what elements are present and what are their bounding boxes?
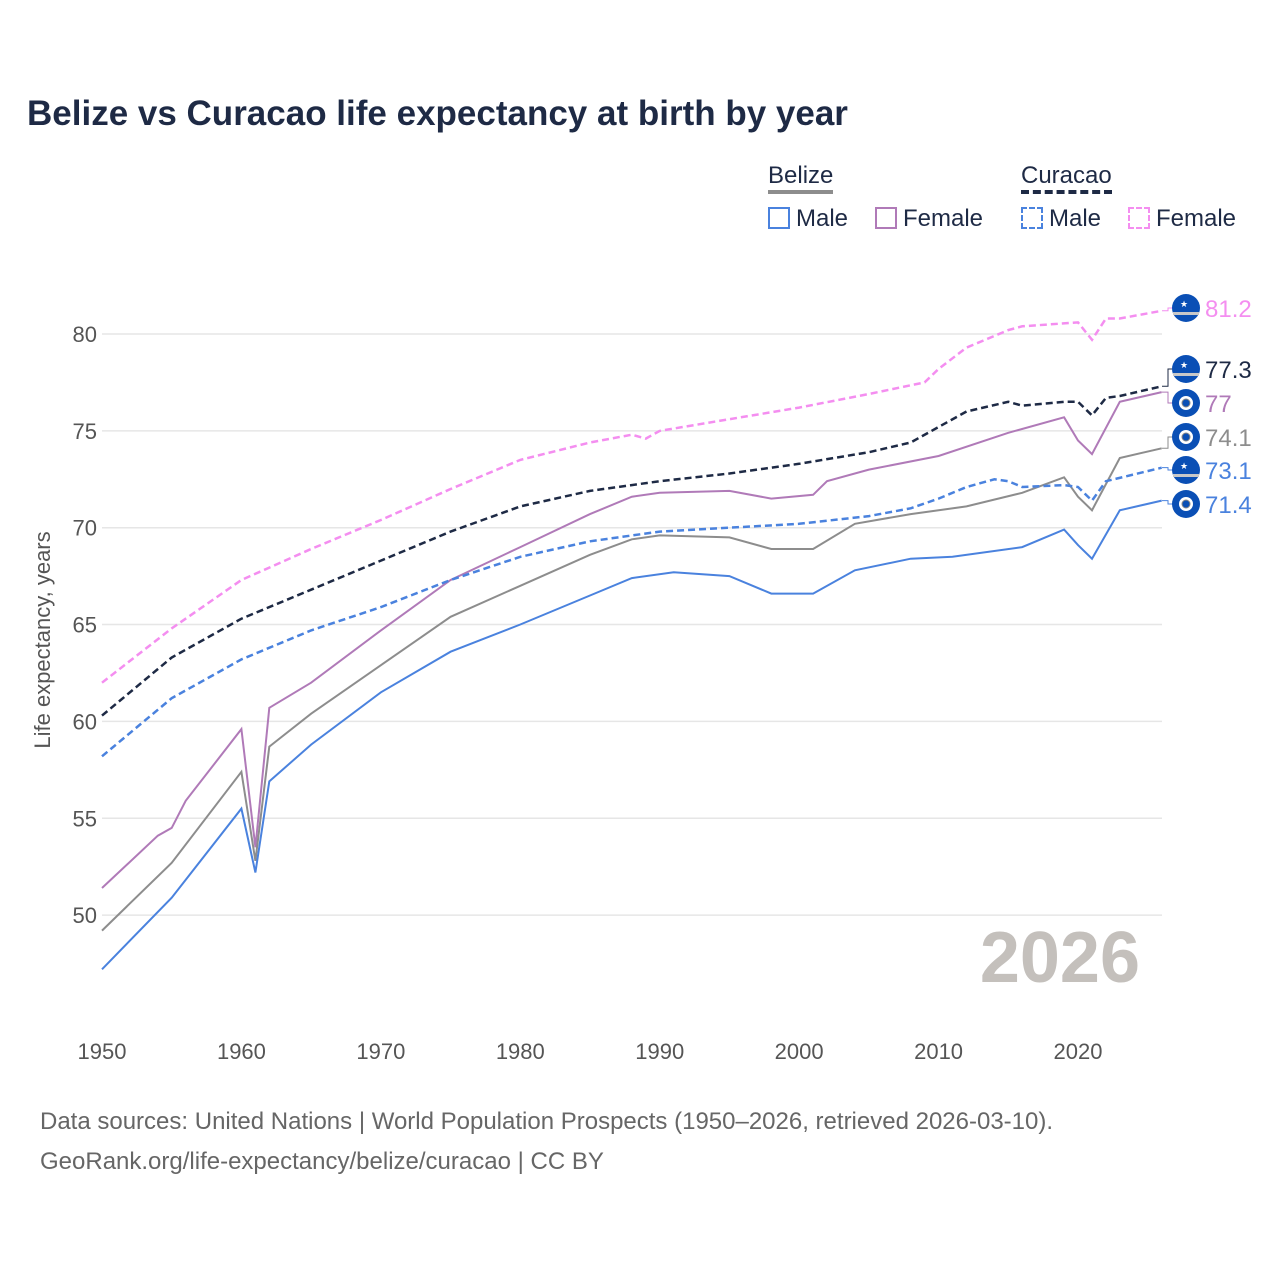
y-axis-label: Life expectancy, years <box>30 531 55 748</box>
x-tick-label: 2000 <box>775 1039 824 1064</box>
y-tick-label: 70 <box>73 516 97 541</box>
series-line-belize-male <box>101 499 1162 970</box>
legend-belize-male[interactable]: Male <box>768 205 848 233</box>
legend-label: Male <box>796 205 849 232</box>
series-line-belize <box>101 447 1162 932</box>
leader-line <box>1162 467 1174 471</box>
x-tick-label: 1960 <box>217 1039 266 1064</box>
y-tick-label: 65 <box>73 613 97 638</box>
x-tick-label: 1990 <box>635 1039 684 1064</box>
curacao-flag-icon: ★ <box>1172 294 1200 322</box>
x-tick-label: 1980 <box>496 1039 545 1064</box>
y-tick-label: 55 <box>73 806 97 831</box>
x-tick-label: 2010 <box>914 1039 963 1064</box>
legend-swatch <box>768 207 790 229</box>
belize-flag-icon <box>1172 490 1200 518</box>
belize-flag-icon <box>1172 389 1200 417</box>
svg-text:★: ★ <box>1180 360 1188 370</box>
leader-line <box>1162 368 1174 387</box>
legend-group-belize: Belize <box>768 162 834 194</box>
legend-swatch <box>875 207 897 229</box>
series-line-belize-female <box>101 391 1162 889</box>
series-line-curacao-female <box>101 309 1162 684</box>
legend-label: Female <box>1156 205 1237 232</box>
end-value-label: 77.3 <box>1205 357 1252 384</box>
footer-source: Data sources: United Nations | World Pop… <box>40 1108 1054 1135</box>
leader-line <box>1162 391 1174 404</box>
legend-label: Male <box>1049 205 1102 232</box>
footer-link[interactable]: GeoRank.org/life-expectancy/belize/curac… <box>40 1148 604 1175</box>
series-line-curacao <box>101 385 1162 717</box>
curacao-flag-icon: ★ <box>1172 355 1200 383</box>
legend-curacao-male[interactable]: Male <box>1021 205 1101 233</box>
end-value-label: 73.1 <box>1205 458 1252 485</box>
x-tick-label: 1970 <box>356 1039 405 1064</box>
leader-line <box>1162 500 1174 505</box>
x-tick-label: 2020 <box>1054 1039 1103 1064</box>
x-tick-label: 1950 <box>78 1039 127 1064</box>
end-value-label: 74.1 <box>1205 425 1252 452</box>
legend-belize-female[interactable]: Female <box>875 205 983 233</box>
legend-swatch <box>1021 207 1043 229</box>
end-value-label: 77 <box>1205 391 1232 418</box>
chart-title: Belize vs Curacao life expectancy at bir… <box>27 94 848 133</box>
y-tick-label: 75 <box>73 419 97 444</box>
svg-text:★: ★ <box>1180 299 1188 309</box>
leader-line <box>1162 307 1174 312</box>
curacao-flag-icon: ★ <box>1172 456 1200 484</box>
legend-curacao-female[interactable]: Female <box>1128 205 1236 233</box>
leader-line <box>1162 436 1174 449</box>
y-tick-label: 60 <box>73 709 97 734</box>
belize-flag-icon <box>1172 423 1200 451</box>
y-tick-label: 80 <box>73 322 97 347</box>
end-value-label: 81.2 <box>1205 296 1252 323</box>
legend-group-curacao: Curacao <box>1021 162 1112 194</box>
year-watermark: 2026 <box>980 918 1140 998</box>
y-tick-label: 50 <box>73 903 97 928</box>
legend-label: Female <box>903 205 984 232</box>
svg-text:★: ★ <box>1180 461 1188 471</box>
legend-swatch <box>1128 207 1150 229</box>
series-line-curacao-male <box>101 466 1162 758</box>
end-value-label: 71.4 <box>1205 492 1252 519</box>
